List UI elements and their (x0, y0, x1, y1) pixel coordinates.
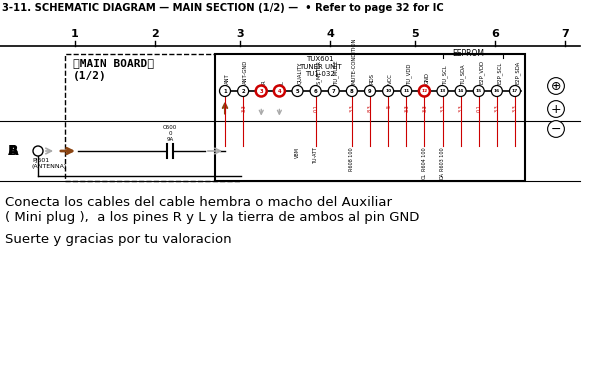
Text: 15: 15 (476, 89, 482, 93)
Text: Conecta los cables del cable hembra o macho del Auxiliar: Conecta los cables del cable hembra o ma… (5, 196, 392, 209)
Text: TU_SCL: TU_SCL (443, 64, 448, 83)
Text: 0.1: 0.1 (477, 104, 482, 112)
Text: B: B (8, 144, 19, 158)
Circle shape (220, 85, 230, 96)
Text: CL: CL (422, 173, 427, 179)
Text: +: + (551, 102, 562, 115)
Text: 11: 11 (403, 89, 409, 93)
Text: 1: 1 (71, 29, 79, 39)
Text: 5: 5 (386, 104, 391, 107)
Text: 8: 8 (350, 88, 354, 93)
Circle shape (491, 85, 502, 96)
Text: ANT-GND: ANT-GND (243, 59, 248, 83)
Text: 7: 7 (332, 88, 335, 93)
Text: ANT: ANT (225, 73, 230, 83)
Text: 【MAIN BOARD】: 【MAIN BOARD】 (73, 58, 154, 68)
Text: DA: DA (440, 172, 445, 179)
Circle shape (33, 146, 43, 156)
Text: 1: 1 (223, 88, 227, 93)
Circle shape (310, 85, 321, 96)
Circle shape (455, 85, 466, 96)
Circle shape (365, 85, 376, 96)
Text: 6: 6 (491, 29, 499, 39)
Text: 3.3: 3.3 (495, 104, 500, 112)
Text: RDS: RDS (370, 72, 375, 83)
Text: L: L (280, 81, 284, 83)
Text: 3.3: 3.3 (513, 104, 518, 112)
Text: TU_MUTE: TU_MUTE (334, 59, 340, 83)
Circle shape (383, 85, 394, 96)
Text: 3: 3 (236, 29, 244, 39)
Text: TU_VDD: TU_VDD (406, 62, 412, 83)
Text: ( Mini plug ),  a los pines R y L y la tierra de ambos al pin GND: ( Mini plug ), a los pines R y L y la ti… (5, 211, 419, 224)
Text: 3.3: 3.3 (350, 104, 355, 112)
Text: 13: 13 (439, 89, 446, 93)
Text: 3.3: 3.3 (404, 104, 409, 112)
Circle shape (419, 85, 430, 96)
Text: 17: 17 (512, 89, 518, 93)
Text: QUALITY: QUALITY (298, 61, 302, 83)
Text: 9: 9 (368, 88, 372, 93)
Text: 3: 3 (259, 88, 263, 93)
Text: (1/2): (1/2) (73, 71, 107, 81)
Text: 3.3: 3.3 (458, 104, 464, 112)
Text: 3-11. SCHEMATIC DIAGRAM — MAIN SECTION (1/2) —  • Refer to page 32 for IC: 3-11. SCHEMATIC DIAGRAM — MAIN SECTION (… (2, 3, 444, 13)
Text: GND: GND (424, 72, 430, 83)
Text: 4: 4 (278, 88, 281, 93)
Text: TU_SDA: TU_SDA (461, 63, 466, 83)
Text: 14: 14 (458, 89, 464, 93)
Text: PJ601
(ANTENNA): PJ601 (ANTENNA) (32, 158, 67, 169)
Text: 3.3: 3.3 (440, 104, 445, 112)
Text: 5: 5 (296, 88, 299, 93)
Text: 3.3: 3.3 (241, 104, 246, 112)
Text: ⊕: ⊕ (551, 80, 561, 93)
Text: 16: 16 (494, 89, 500, 93)
Text: 4: 4 (326, 29, 334, 39)
Circle shape (401, 85, 412, 96)
Text: VBM: VBM (295, 147, 300, 158)
Text: 8.3: 8.3 (368, 104, 373, 112)
Bar (215, 54, 525, 181)
Text: 2: 2 (241, 88, 245, 93)
Text: 7: 7 (561, 29, 569, 39)
Text: R604 100: R604 100 (422, 147, 427, 171)
Text: E2P_SDA: E2P_SDA (515, 60, 521, 83)
Circle shape (238, 85, 248, 96)
Circle shape (256, 85, 267, 96)
Text: E2P_SCL: E2P_SCL (497, 61, 503, 83)
Text: 10: 10 (385, 89, 391, 93)
Text: VCC: VCC (388, 73, 393, 83)
Text: −: − (551, 123, 561, 136)
Circle shape (346, 85, 358, 96)
Text: 2: 2 (151, 29, 159, 39)
Text: 6: 6 (314, 88, 317, 93)
Circle shape (437, 85, 448, 96)
Text: S_METER: S_METER (316, 59, 322, 83)
Text: A: A (8, 144, 19, 158)
Text: MUTE-CONDITION: MUTE-CONDITION (352, 37, 357, 83)
Circle shape (473, 85, 484, 96)
Text: 5: 5 (411, 29, 419, 39)
Text: TUX601
TUNER UNIT
TU1-032: TUX601 TUNER UNIT TU1-032 (299, 56, 341, 77)
Text: Suerte y gracias por tu valoracion: Suerte y gracias por tu valoracion (5, 233, 232, 246)
Circle shape (509, 85, 521, 96)
Text: R603 100: R603 100 (440, 147, 445, 171)
Text: R608 100: R608 100 (349, 147, 355, 171)
Text: EEPROM: EEPROM (452, 49, 484, 58)
Text: 3.3: 3.3 (422, 104, 427, 112)
Text: TU-ATT: TU-ATT (313, 147, 318, 164)
Circle shape (274, 85, 285, 96)
Text: E2P_VDD: E2P_VDD (479, 59, 484, 83)
Circle shape (292, 85, 303, 96)
Text: C600
0
9A: C600 0 9A (163, 125, 177, 142)
Text: 12: 12 (421, 89, 427, 93)
Text: R: R (261, 80, 266, 83)
Text: 0.1: 0.1 (314, 104, 319, 112)
Circle shape (328, 85, 339, 96)
